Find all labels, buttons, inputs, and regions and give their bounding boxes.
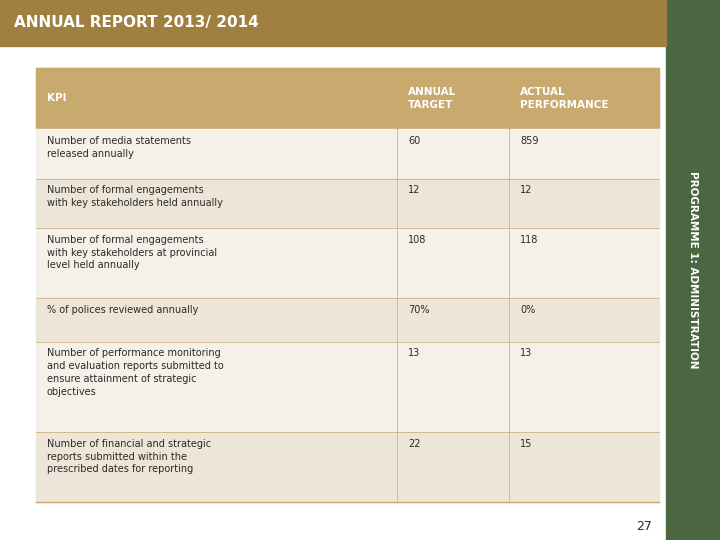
Text: 118: 118	[520, 235, 539, 245]
Bar	[36, 433, 659, 502]
Text: 15: 15	[520, 439, 533, 449]
Text: 0%: 0%	[520, 305, 536, 315]
Text: Number of formal engagements
with key stakeholders at provincial
level held annu: Number of formal engagements with key st…	[47, 235, 217, 271]
Text: Number of media statements
released annually: Number of media statements released annu…	[47, 136, 191, 159]
Bar	[36, 228, 659, 298]
Bar	[36, 130, 659, 179]
Text: 12: 12	[408, 185, 420, 195]
Text: ANNUAL
TARGET: ANNUAL TARGET	[408, 87, 456, 110]
Text: 12: 12	[520, 185, 533, 195]
Text: Number of formal engagements
with key stakeholders held annually: Number of formal engagements with key st…	[47, 185, 222, 208]
Text: 108: 108	[408, 235, 426, 245]
Text: 22: 22	[408, 439, 420, 449]
Text: ANNUAL REPORT 2013/ 2014: ANNUAL REPORT 2013/ 2014	[14, 16, 259, 30]
Text: % of polices reviewed annually: % of polices reviewed annually	[47, 305, 198, 315]
Text: KPI: KPI	[47, 93, 66, 104]
Bar	[36, 298, 659, 342]
Text: PROGRAMME 1: ADMINISTRATION: PROGRAMME 1: ADMINISTRATION	[688, 171, 698, 369]
Bar	[36, 68, 659, 130]
Bar	[0, 0, 666, 46]
Text: ACTUAL
PERFORMANCE: ACTUAL PERFORMANCE	[520, 87, 608, 110]
Bar	[36, 179, 659, 228]
Text: 13: 13	[408, 348, 420, 359]
Bar	[666, 0, 720, 540]
Text: 859: 859	[520, 136, 539, 146]
Bar	[36, 342, 659, 433]
Text: 70%: 70%	[408, 305, 430, 315]
Text: 60: 60	[408, 136, 420, 146]
Text: 27: 27	[636, 520, 652, 533]
Text: Number of performance monitoring
and evaluation reports submitted to
ensure atta: Number of performance monitoring and eva…	[47, 348, 223, 397]
Text: 13: 13	[520, 348, 532, 359]
Text: Number of financial and strategic
reports submitted within the
prescribed dates : Number of financial and strategic report…	[47, 439, 211, 474]
